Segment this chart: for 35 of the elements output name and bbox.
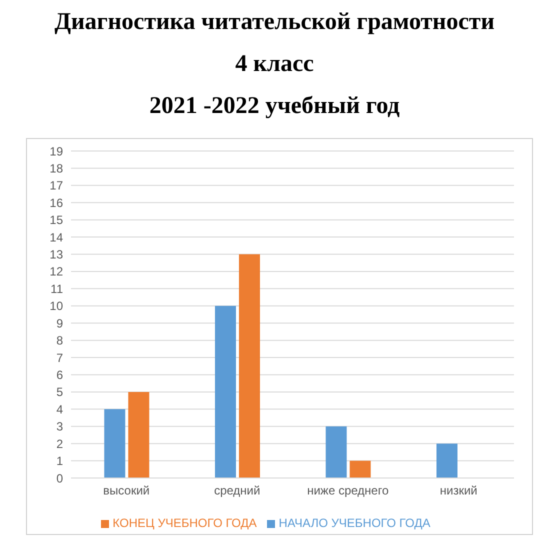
x-tick-label: средний [214,484,260,498]
bar [128,392,150,478]
y-tick-label: 16 [50,196,64,210]
x-tick-label: высокий [103,484,150,498]
legend-label: КОНЕЦ УЧЕБНОГО ГОДА [112,516,257,530]
x-tick-label: низкий [440,484,478,498]
y-tick-label: 4 [56,402,64,416]
y-tick-label: 11 [50,282,64,296]
y-tick-label: 7 [56,350,64,365]
bar [436,444,458,478]
y-tick-label: 6 [56,368,64,382]
y-tick-label: 5 [56,385,64,400]
y-tick-label: 10 [50,299,64,314]
bar [214,306,236,478]
x-tick-label: ниже среднего [307,484,389,498]
y-tick-label: 13 [50,248,64,262]
chart-subtitle: 4 класс 2021 -2022 учебный год [148,50,401,121]
bar [326,426,347,478]
legend-label: НАЧАЛО УЧЕБНОГО ГОДА [278,516,430,530]
y-tick-label: 8 [56,334,64,348]
y-tick-label: 15 [50,213,64,228]
bar [104,409,126,478]
y-tick-label: 12 [50,264,64,279]
y-tick-label: 19 [50,144,64,158]
bar [238,254,260,478]
y-tick-label: 9 [56,316,64,330]
y-tick-label: 14 [50,230,64,244]
chart-title: Диагностика читательской грамотности [53,8,496,37]
y-tick-label: 2 [56,436,64,451]
bar [350,460,371,478]
y-tick-label: 1 [56,454,64,468]
y-tick-label: 18 [50,161,64,176]
y-tick-label: 0 [56,471,64,486]
y-tick-label: 3 [56,420,64,434]
y-tick-label: 17 [50,178,64,193]
